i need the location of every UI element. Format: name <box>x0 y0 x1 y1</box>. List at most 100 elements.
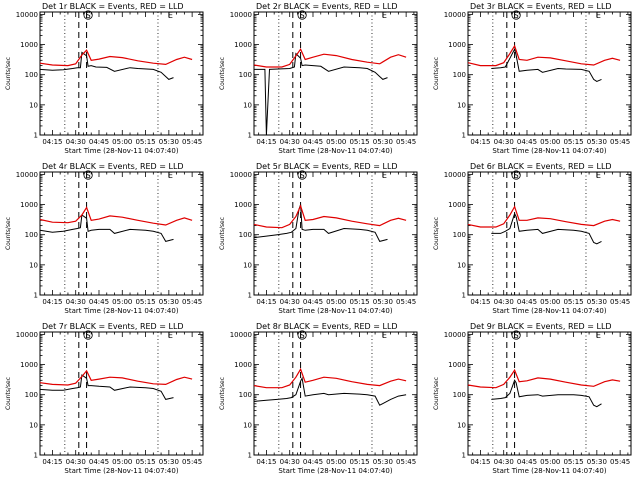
x-tick-label: 04:15 <box>470 138 490 146</box>
detector-panel: 1 10 100 1000 10000 04:15 04:30 04:45 05:00 05:15… <box>219 322 418 475</box>
x-axis-label: Start Time (28-Nov-11 04:07:40) <box>278 467 392 475</box>
x-axis-label: Start Time (28-Nov-11 04:07:40) <box>492 307 606 315</box>
start-marker-circle <box>83 330 93 340</box>
y-tick-label: 1000 <box>448 201 466 209</box>
y-tick-label: 1000 <box>20 41 38 49</box>
start-marker-label: S <box>514 331 519 340</box>
y-tick-label: 10 <box>29 101 38 109</box>
y-axis-label: Counts/sec <box>5 217 12 250</box>
y-tick-label: 10000 <box>230 331 252 339</box>
x-tick-label: 05:00 <box>540 458 560 466</box>
start-marker-label: S <box>514 11 519 20</box>
start-marker-label: S <box>300 331 305 340</box>
x-axis-label: Start Time (28-Nov-11 04:07:40) <box>492 467 606 475</box>
y-axis-label: Counts/sec <box>433 57 440 90</box>
x-tick-label: 04:45 <box>517 458 537 466</box>
x-tick-label: 04:30 <box>494 138 514 146</box>
y-tick-label: 10 <box>243 421 252 429</box>
start-marker-circle <box>83 10 93 20</box>
y-tick-label: 10000 <box>444 171 466 179</box>
x-tick-label: 04:30 <box>494 298 514 306</box>
lld-series-line <box>467 44 621 67</box>
start-marker-circle <box>511 330 521 340</box>
x-tick-label: 05:00 <box>326 458 346 466</box>
x-tick-label: 05:00 <box>112 298 132 306</box>
y-tick-label: 10000 <box>230 171 252 179</box>
events-series-line <box>491 379 602 408</box>
x-tick-label: 05:30 <box>159 138 179 146</box>
x-tick-label: 05:15 <box>563 138 583 146</box>
start-marker-circle <box>297 170 307 180</box>
detector-panel: 1 10 100 1000 10000 04:15 04:30 04:45 05:00 05:15… <box>433 322 632 475</box>
y-tick-label: 100 <box>239 71 252 79</box>
x-tick-label: 04:15 <box>470 458 490 466</box>
start-marker-circle <box>511 170 521 180</box>
lld-series-line <box>253 367 407 389</box>
detector-panel: 1 10 100 1000 10000 04:15 04:30 04:45 05:00 05:15… <box>433 162 632 315</box>
x-tick-label: 05:00 <box>112 138 132 146</box>
lld-series-line <box>39 206 193 226</box>
end-marker-label: E <box>596 331 601 340</box>
y-tick-label: 1 <box>248 452 252 460</box>
y-tick-label: 100 <box>25 391 38 399</box>
x-tick-label: 05:45 <box>182 298 202 306</box>
y-tick-label: 10 <box>243 261 252 269</box>
events-series-line <box>39 51 174 80</box>
end-marker-label: E <box>168 331 173 340</box>
start-marker-circle <box>83 170 93 180</box>
x-tick-label: 05:45 <box>396 298 416 306</box>
x-tick-label: 04:15 <box>42 298 62 306</box>
x-tick-label: 05:15 <box>349 138 369 146</box>
plot-frame <box>39 331 204 456</box>
x-tick-label: 04:30 <box>494 458 514 466</box>
x-tick-label: 04:15 <box>256 138 276 146</box>
panel-title: Det 4r BLACK = Events, RED = LLD <box>42 162 184 171</box>
x-tick-label: 04:15 <box>470 298 490 306</box>
y-tick-label: 1 <box>248 292 252 300</box>
y-tick-label: 1000 <box>234 41 252 49</box>
y-tick-label: 1000 <box>448 361 466 369</box>
y-tick-label: 10000 <box>230 11 252 19</box>
x-tick-label: 05:15 <box>349 298 369 306</box>
start-marker-label: S <box>514 171 519 180</box>
panel-title: Det 7r BLACK = Events, RED = LLD <box>42 322 184 331</box>
plot-frame <box>467 11 632 136</box>
x-tick-label: 04:45 <box>303 458 323 466</box>
y-axis-label: Counts/sec <box>219 57 226 90</box>
plot-frame <box>253 171 418 296</box>
x-axis-label: Start Time (28-Nov-11 04:07:40) <box>64 147 178 155</box>
start-marker-label: S <box>86 11 91 20</box>
x-axis-label: Start Time (28-Nov-11 04:07:40) <box>492 147 606 155</box>
start-marker-circle <box>297 10 307 20</box>
x-tick-label: 05:30 <box>587 298 607 306</box>
x-tick-label: 04:30 <box>66 458 86 466</box>
end-marker-label: E <box>596 11 601 20</box>
y-tick-label: 100 <box>25 231 38 239</box>
panel-title: Det 5r BLACK = Events, RED = LLD <box>256 162 398 171</box>
x-tick-label: 05:00 <box>540 298 560 306</box>
y-tick-label: 10 <box>243 101 252 109</box>
y-tick-label: 1000 <box>20 361 38 369</box>
x-tick-label: 05:45 <box>182 138 202 146</box>
panel-title: Det 3r BLACK = Events, RED = LLD <box>470 2 612 11</box>
x-tick-label: 04:15 <box>42 138 62 146</box>
x-tick-label: 04:30 <box>280 458 300 466</box>
x-tick-label: 05:00 <box>326 138 346 146</box>
x-tick-label: 05:45 <box>396 138 416 146</box>
y-axis-label: Counts/sec <box>5 377 12 410</box>
events-series-line <box>39 214 174 242</box>
end-marker-label: E <box>168 171 173 180</box>
y-tick-label: 1000 <box>20 201 38 209</box>
y-tick-label: 100 <box>25 71 38 79</box>
x-tick-label: 04:45 <box>517 138 537 146</box>
x-tick-label: 04:15 <box>256 458 276 466</box>
lld-series-line <box>253 47 407 68</box>
x-tick-label: 05:15 <box>563 298 583 306</box>
events-series-line <box>491 47 602 82</box>
start-marker-circle <box>297 330 307 340</box>
x-tick-label: 04:15 <box>42 458 62 466</box>
start-marker-label: S <box>300 11 305 20</box>
y-tick-label: 1 <box>462 452 466 460</box>
lld-series-line <box>467 205 621 228</box>
